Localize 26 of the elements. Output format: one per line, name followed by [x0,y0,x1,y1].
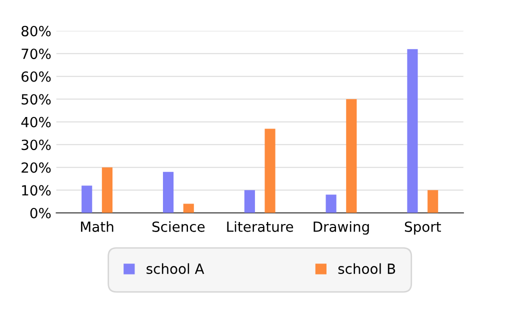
x-tick-label: Drawing [314,221,369,235]
bar [264,128,276,213]
x-tick-label: Math [81,221,114,232]
y-tick-label: 80% [22,26,51,36]
legend-label: school B [338,263,396,274]
bar [428,190,438,213]
x-tick-label: Literature [227,221,294,232]
bar [162,172,174,213]
y-tick-label: 60% [22,71,51,82]
bar [244,190,255,213]
bar [326,194,336,213]
legend-label: school A [146,263,204,274]
bar [102,167,112,213]
y-tick-label: 0% [30,208,51,218]
y-tick-label: 70% [22,48,51,60]
y-tick-label: 30% [22,140,51,150]
x-tick-label: Science [152,221,205,232]
x-tick-label: Sport [404,221,441,235]
bar [346,99,357,213]
y-tick-label: 50% [22,94,51,105]
bar [183,204,194,213]
y-tick-label: 10% [22,185,51,196]
bar [407,49,418,213]
y-tick-label: 20% [22,162,51,173]
bar [82,186,92,213]
y-tick-label: 40% [21,116,51,128]
